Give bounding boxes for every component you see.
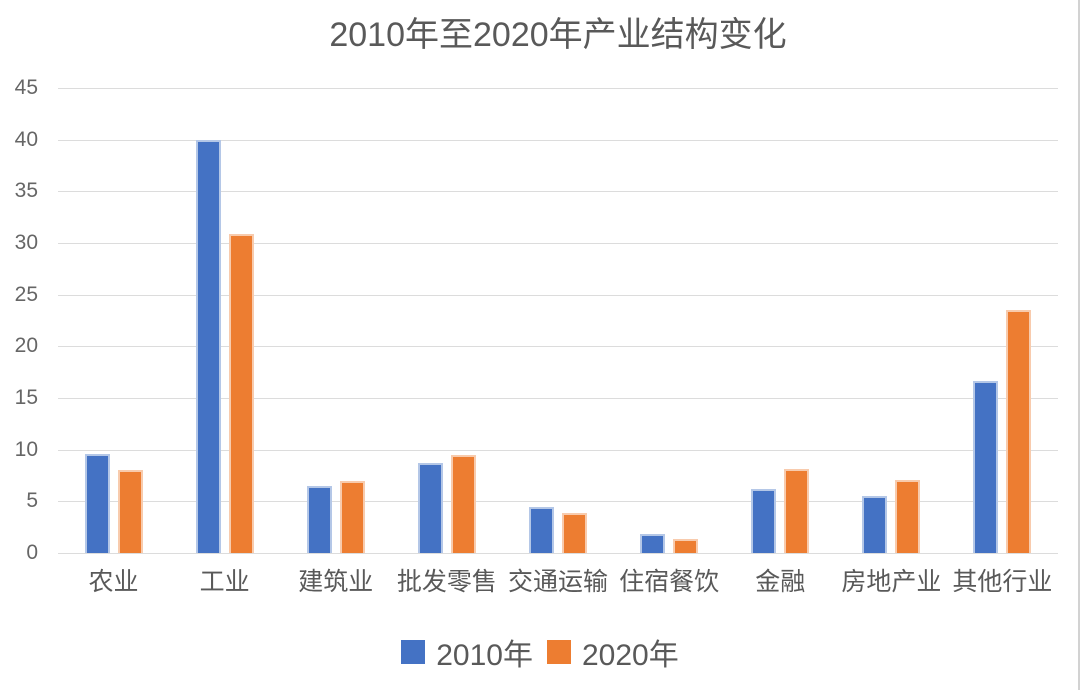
bar-series1-cat7: [751, 488, 777, 553]
y-tick-label-15: 15: [14, 386, 38, 409]
y-tick-label-40: 40: [14, 127, 38, 151]
bar-group-1: [58, 88, 169, 553]
bar-group-7: [725, 88, 836, 553]
x-axis-label-2: 工业: [199, 568, 250, 596]
bar-series1-cat3: [306, 485, 332, 553]
bar-groups: [58, 88, 1058, 553]
x-axis-labels: 农业 工业 建筑业 批发零售 交通运输 住宿餐饮 金融 房地产业 其他行业: [58, 562, 1058, 598]
x-axis-label-9: 其他行业: [952, 568, 1053, 596]
gridline-30: [58, 243, 1058, 244]
bar-group-2: [169, 88, 280, 553]
bar-series2-cat4: [450, 454, 476, 553]
y-tick-label-30: 30: [14, 231, 38, 254]
x-axis-label-7: 金融: [755, 568, 806, 596]
legend-item-2010: 2010年: [401, 630, 533, 674]
x-axis-label-5: 交通运输: [507, 568, 608, 596]
bar-series1-cat2: [195, 139, 221, 553]
y-tick-label-5: 5: [26, 489, 38, 513]
legend-item-2020: 2020年: [547, 630, 679, 674]
gridline-20: [58, 346, 1058, 348]
bar-series2-cat6: [673, 538, 699, 553]
bar-series2-cat2: [228, 233, 254, 553]
x-axis-label-4: 批发零售: [396, 568, 497, 596]
legend-label-2010: 2010年: [436, 639, 533, 672]
chart-title: 2010年至2020年产业结构变化: [329, 16, 787, 54]
bar-series2-cat1: [117, 470, 143, 553]
x-axis-label-6: 住宿餐饮: [619, 568, 720, 596]
bar-group-9: [947, 88, 1058, 553]
x-axis-label-8: 房地产业: [841, 568, 942, 596]
bar-group-5: [502, 88, 613, 553]
y-tick-label-35: 35: [14, 179, 38, 203]
bar-series1-cat6: [640, 534, 666, 553]
y-tick-label-45: 45: [14, 76, 38, 99]
y-tick-label-25: 25: [14, 282, 38, 306]
bar-series2-cat7: [784, 469, 810, 553]
bar-series2-cat3: [339, 480, 365, 553]
bar-series1-cat1: [84, 453, 110, 553]
bar-group-4: [391, 88, 502, 553]
gridline-40: [58, 139, 1058, 141]
y-tick-label-10: 10: [14, 437, 38, 461]
legend: 2010年 2020年: [0, 630, 1080, 674]
bar-group-6: [614, 88, 725, 553]
gridline-0: [58, 553, 1058, 554]
gridline-15: [58, 398, 1058, 399]
legend-swatch-2010: [401, 640, 426, 664]
plot-area: [58, 88, 1058, 554]
y-tick-label-0: 0: [26, 541, 38, 564]
x-axis-label-1: 农业: [88, 568, 139, 596]
gridline-35: [58, 191, 1058, 193]
bar-series1-cat5: [528, 506, 554, 553]
bar-series2-cat5: [561, 512, 587, 553]
y-axis: 0 5 10 15 20 25 30 35 40 45: [0, 76, 46, 564]
y-tick-label-20: 20: [14, 334, 38, 358]
bar-series1-cat9: [973, 381, 999, 553]
bar-group-3: [280, 88, 391, 553]
legend-swatch-2020: [547, 640, 571, 664]
bar-group-8: [836, 88, 947, 553]
bar-series1-cat4: [417, 463, 443, 553]
gridline-10: [58, 449, 1058, 451]
card-right-border: [1078, 0, 1080, 690]
bar-series2-cat8: [895, 479, 921, 553]
bar-series2-cat9: [1006, 310, 1032, 553]
gridline-45: [58, 88, 1058, 89]
legend-label-2020: 2020年: [582, 639, 679, 672]
gridline-25: [58, 294, 1058, 296]
gridline-5: [58, 501, 1058, 503]
bar-series1-cat8: [862, 496, 888, 553]
x-axis-label-3: 建筑业: [298, 568, 374, 596]
